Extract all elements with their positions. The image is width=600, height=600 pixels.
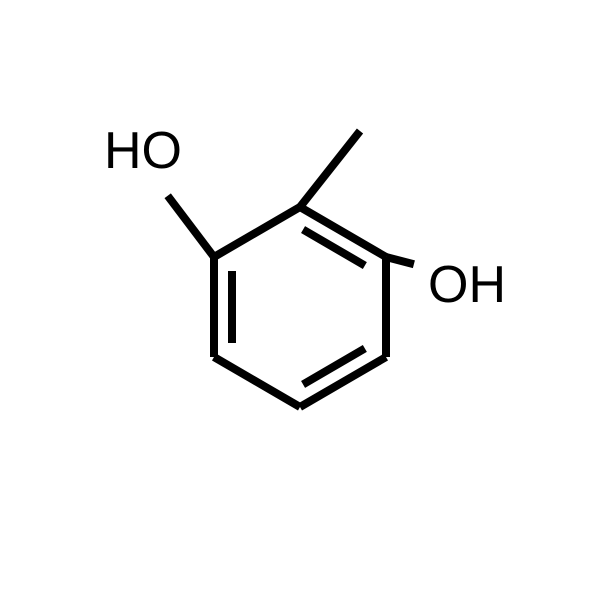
hydroxyl-left-label: HO bbox=[104, 122, 182, 180]
diagram-background bbox=[0, 0, 600, 600]
molecule-diagram: HO OH bbox=[0, 0, 600, 600]
hydroxyl-right-label: OH bbox=[428, 256, 506, 314]
